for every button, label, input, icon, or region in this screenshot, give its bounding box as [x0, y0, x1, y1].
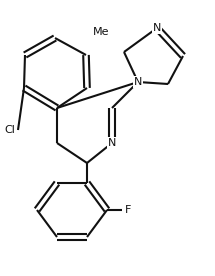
Text: N: N: [153, 23, 161, 33]
Text: N: N: [108, 138, 116, 148]
Text: Cl: Cl: [5, 125, 15, 135]
Text: F: F: [125, 205, 131, 215]
Text: Me: Me: [93, 27, 109, 37]
Text: N: N: [134, 77, 142, 87]
